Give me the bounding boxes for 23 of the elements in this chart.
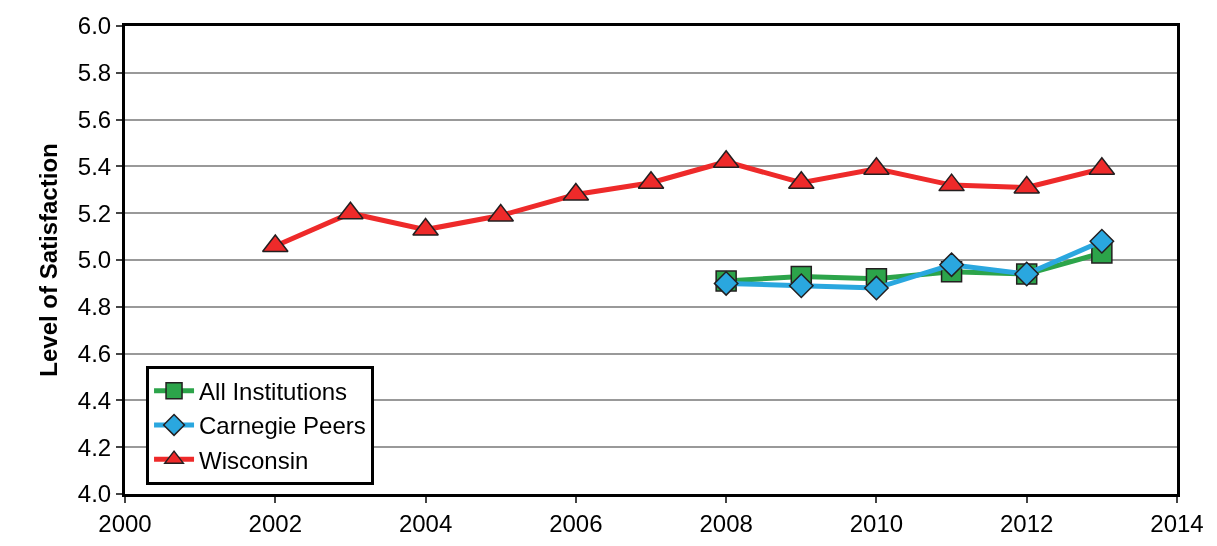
y-tick-label: 6.0 xyxy=(77,12,112,40)
x-tick-label: 2012 xyxy=(1000,509,1054,537)
y-axis-title: Level of Satisfaction xyxy=(34,143,62,377)
y-tick-label: 4.8 xyxy=(77,293,112,321)
x-tick-label: 2004 xyxy=(398,509,453,537)
y-tick-label: 4.0 xyxy=(77,480,112,508)
x-tick-label: 2008 xyxy=(699,509,753,537)
y-tick-label: 5.0 xyxy=(77,246,112,274)
x-tick-label: 2002 xyxy=(248,509,302,537)
y-tick-label: 5.6 xyxy=(77,106,112,133)
y-tick-label: 5.2 xyxy=(77,199,112,227)
x-tick-label: 2014 xyxy=(1150,509,1204,537)
legend-label: Wisconsin xyxy=(199,446,309,474)
x-tick-label: 2000 xyxy=(98,509,152,537)
y-tick-label: 4.2 xyxy=(77,433,112,461)
y-tick-label: 4.4 xyxy=(77,386,112,414)
legend-label: Carnegie Peers xyxy=(199,412,366,440)
y-tick-label: 5.8 xyxy=(77,59,112,87)
x-tick-label: 2006 xyxy=(549,509,603,537)
y-tick-label: 4.6 xyxy=(77,340,112,367)
legend-label: All Institutions xyxy=(199,378,348,406)
y-tick-label: 5.4 xyxy=(77,152,112,180)
x-tick-label: 2010 xyxy=(849,509,904,537)
